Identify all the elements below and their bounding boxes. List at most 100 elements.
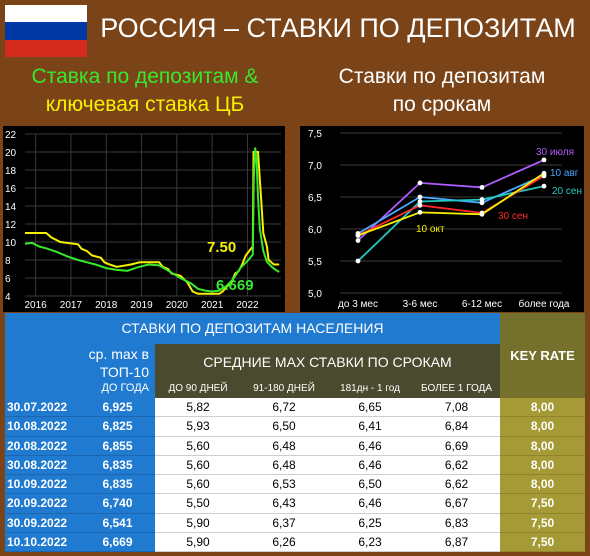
row-top10-rate: 6,740 — [80, 494, 155, 514]
deposit-rates-table: СТАВКИ ПО ДЕПОЗИТАМ НАСЕЛЕНИЯ KEY RATE с… — [5, 313, 585, 552]
row-key-rate: 8,00 — [500, 475, 585, 495]
row-term-rate: 7,08 — [413, 398, 500, 418]
row-term-rate: 5,60 — [155, 436, 241, 456]
table-title: СТАВКИ ПО ДЕПОЗИТАМ НАСЕЛЕНИЯ — [5, 313, 500, 344]
row-key-rate: 7,50 — [500, 532, 585, 552]
row-top10-rate: 6,925 — [80, 398, 155, 418]
row-top10-rate: 6,541 — [80, 513, 155, 533]
row-term-rate: 6,65 — [327, 398, 413, 418]
y-tick-label: 6,5 — [308, 193, 322, 204]
data-point — [479, 211, 485, 217]
y-tick-label: 6,0 — [308, 225, 322, 236]
data-point — [479, 185, 485, 190]
row-term-rate: 6,23 — [327, 532, 413, 552]
x-tick-label: 2019 — [130, 300, 153, 311]
top10-header-line2: ТОП-10 — [99, 364, 149, 380]
y-tick-label: 5,0 — [308, 289, 322, 300]
term-group-header: СРЕДНИЕ MAX СТАВКИ ПО СРОКАМ — [155, 344, 500, 380]
page-title: РОССИЯ – СТАВКИ ПО ДЕПОЗИТАМ — [100, 13, 576, 43]
row-term-rate: 5,50 — [155, 494, 241, 514]
y-tick-label: 20 — [5, 148, 17, 159]
row-term-rate: 6,62 — [413, 455, 500, 475]
row-date: 10.08.2022 — [5, 417, 80, 437]
right-chart-caption: Ставки по депозитам по срокам — [300, 63, 584, 119]
key-rate-line — [25, 151, 280, 295]
y-tick-label: 10 — [5, 238, 17, 249]
flag-stripe-white — [5, 5, 87, 23]
y-tick-label: 8 — [5, 256, 11, 267]
y-tick-label: 22 — [5, 130, 17, 141]
x-tick-label: 2017 — [60, 300, 83, 311]
row-term-rate: 5,60 — [155, 455, 241, 475]
row-term-rate: 6,46 — [327, 455, 413, 475]
series-line — [357, 159, 545, 242]
x-tick-label: 6-12 мес — [462, 299, 502, 310]
row-date: 30.08.2022 — [5, 455, 80, 475]
right-chart-background — [300, 126, 584, 312]
row-term-rate: 6,48 — [241, 455, 327, 475]
series-label: 30 сен — [498, 211, 528, 222]
row-term-rate: 5,93 — [155, 417, 241, 437]
row-term-rate: 6,26 — [241, 532, 327, 552]
y-tick-label: 14 — [5, 202, 17, 213]
x-tick-label: более года — [519, 298, 570, 310]
row-top10-rate: 6,835 — [80, 475, 155, 495]
x-tick-label: 3-6 мес — [403, 299, 438, 310]
y-tick-label: 16 — [5, 184, 17, 195]
data-point — [541, 183, 547, 189]
y-tick-label: 18 — [5, 166, 17, 177]
x-tick-label: 2021 — [201, 300, 224, 311]
data-point — [417, 180, 423, 186]
row-term-rate: 6,43 — [241, 494, 327, 514]
x-tick-label: до 3 мес — [338, 299, 378, 310]
data-point — [417, 194, 423, 200]
term-col-header-4: БОЛЕЕ 1 ГОДА — [413, 380, 500, 398]
data-point — [417, 202, 423, 208]
row-term-rate: 5,90 — [155, 532, 241, 552]
row-term-rate: 5,90 — [155, 513, 241, 533]
row-date: 20.09.2022 — [5, 494, 80, 514]
term-col-header-2: 91-180 ДНЕЙ — [241, 380, 327, 398]
data-point — [355, 238, 361, 243]
deposit-rates-by-term-chart: 5,0 5,5 6,0 6,5 7,0 7,5 до 3 мес 3-6 мес 6-12 ме… — [300, 126, 584, 312]
row-term-rate: 6,69 — [413, 436, 500, 456]
row-top10-rate: 6,669 — [80, 532, 155, 552]
key-rate-header: KEY RATE — [500, 313, 585, 398]
y-tick-label: 5,5 — [308, 257, 322, 268]
x-tick-label: 2016 — [24, 300, 47, 311]
row-key-rate: 8,00 — [500, 398, 585, 418]
data-point — [355, 258, 361, 264]
row-term-rate: 6,84 — [413, 417, 500, 437]
series-label: 30 июля — [536, 147, 574, 158]
y-tick-label: 4 — [5, 292, 11, 303]
y-tick-label: 6 — [5, 274, 11, 285]
data-point — [479, 197, 485, 202]
row-key-rate: 8,00 — [500, 455, 585, 475]
row-term-rate: 6,46 — [327, 494, 413, 514]
x-tick-label: 2022 — [236, 300, 259, 311]
row-date: 30.09.2022 — [5, 513, 80, 533]
row-term-rate: 6,53 — [241, 475, 327, 495]
data-point — [541, 157, 547, 163]
row-term-rate: 6,87 — [413, 532, 500, 552]
row-top10-rate: 6,835 — [80, 455, 155, 475]
y-tick-label: 7,5 — [308, 129, 322, 140]
data-point — [417, 209, 423, 215]
right-caption-line1: Ставки по депозитам — [338, 65, 546, 88]
flag-stripe-red — [5, 39, 87, 57]
y-tick-label: 12 — [5, 220, 17, 231]
left-chart-caption: Ставка по депозитам & ключевая ставка ЦБ — [4, 63, 286, 119]
data-point — [417, 199, 423, 204]
deposit-rate-line — [24, 147, 280, 293]
row-term-rate: 6,37 — [241, 513, 327, 533]
top10-header: ср. max в ТОП-10 ДО ГОДА — [5, 344, 155, 398]
row-key-rate: 8,00 — [500, 436, 585, 456]
data-point — [355, 233, 361, 238]
row-term-rate: 6,25 — [327, 513, 413, 533]
x-tick-label: 2018 — [95, 300, 118, 311]
annotation-deposit-rate: 6.669 — [216, 277, 254, 294]
flag-stripe-blue — [5, 22, 87, 40]
right-caption-line2: по срокам — [392, 93, 492, 116]
left-caption-line1: Ставка по депозитам & — [31, 65, 259, 88]
